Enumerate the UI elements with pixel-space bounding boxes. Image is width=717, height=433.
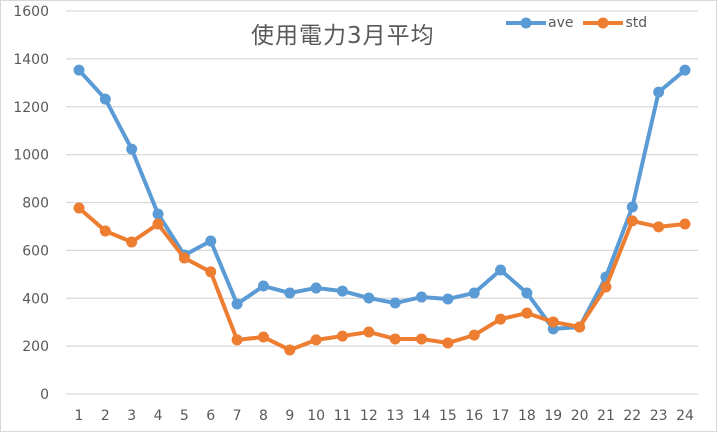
legend-label-std: std — [625, 15, 648, 31]
y-tick-label: 0 — [40, 387, 49, 403]
chart-legend: ave std — [506, 15, 647, 31]
y-tick-label: 1600 — [13, 4, 49, 20]
x-tick-label: 22 — [623, 408, 641, 424]
data-point-ave — [442, 293, 454, 305]
x-tick-label: 3 — [127, 408, 136, 424]
legend-label-ave: ave — [548, 15, 574, 31]
data-point-std — [626, 215, 638, 227]
data-point-std — [521, 307, 533, 319]
data-point-ave — [679, 64, 691, 76]
data-point-std — [468, 329, 480, 341]
data-point-std — [653, 221, 665, 233]
data-point-std — [600, 281, 612, 293]
data-point-std — [336, 330, 348, 342]
data-point-std — [310, 334, 322, 346]
data-point-std — [574, 321, 586, 333]
x-tick-label: 18 — [518, 408, 536, 424]
data-point-ave — [310, 282, 322, 294]
data-point-ave — [389, 297, 401, 309]
data-point-ave — [336, 285, 348, 297]
x-tick-label: 7 — [233, 408, 242, 424]
y-tick-label: 200 — [22, 339, 49, 355]
data-point-ave — [626, 201, 638, 213]
data-point-ave — [653, 86, 665, 98]
data-point-std — [442, 337, 454, 349]
legend-item-std: std — [583, 15, 647, 31]
x-tick-label: 15 — [439, 408, 457, 424]
x-tick-label: 11 — [334, 408, 352, 424]
y-tick-label: 400 — [22, 291, 49, 307]
data-point-std — [178, 252, 190, 264]
data-point-ave — [416, 291, 428, 303]
data-point-std — [679, 218, 691, 230]
y-tick-label: 1400 — [13, 52, 49, 68]
data-point-std — [231, 334, 243, 346]
x-tick-label: 1 — [75, 408, 84, 424]
data-point-ave — [152, 208, 164, 220]
data-point-ave — [468, 287, 480, 299]
x-tick-label: 13 — [386, 408, 404, 424]
legend-marker-ave-icon — [506, 17, 546, 29]
x-tick-label: 2 — [101, 408, 110, 424]
data-point-ave — [205, 235, 217, 247]
x-tick-label: 21 — [597, 408, 615, 424]
x-tick-label: 19 — [544, 408, 562, 424]
data-point-ave — [231, 298, 243, 310]
data-point-ave — [73, 64, 85, 76]
x-tick-label: 16 — [465, 408, 483, 424]
x-tick-label: 5 — [180, 408, 189, 424]
x-tick-label: 24 — [676, 408, 694, 424]
x-tick-label: 9 — [285, 408, 294, 424]
series-line-std — [77, 206, 687, 352]
x-tick-label: 17 — [492, 408, 510, 424]
data-point-std — [73, 202, 85, 214]
data-point-std — [389, 333, 401, 345]
x-tick-label: 6 — [206, 408, 215, 424]
x-tick-label: 8 — [259, 408, 268, 424]
data-point-std — [126, 236, 138, 248]
legend-item-ave: ave — [506, 15, 573, 31]
chart-title: 使用電力3月平均 — [251, 23, 435, 49]
x-tick-label: 10 — [307, 408, 325, 424]
data-point-ave — [284, 287, 296, 299]
legend-marker-std-icon — [583, 17, 624, 29]
data-point-ave — [99, 93, 111, 105]
data-point-ave — [257, 280, 269, 292]
data-point-std — [363, 326, 375, 338]
y-tick-label: 800 — [22, 196, 49, 212]
data-point-std — [547, 316, 559, 328]
data-point-ave — [126, 143, 138, 155]
data-point-std — [152, 218, 164, 230]
x-tick-label: 14 — [413, 408, 431, 424]
data-point-ave — [521, 287, 533, 299]
x-tick-label: 20 — [571, 408, 589, 424]
data-point-ave — [495, 264, 507, 276]
x-tick-label: 12 — [360, 408, 378, 424]
y-tick-label: 1200 — [13, 100, 49, 116]
data-point-std — [257, 331, 269, 343]
data-point-std — [416, 333, 428, 345]
data-point-ave — [363, 292, 375, 304]
x-tick-label: 23 — [650, 408, 668, 424]
y-tick-label: 1000 — [13, 148, 49, 164]
series-line-ave — [77, 68, 687, 331]
y-tick-label: 600 — [22, 243, 49, 259]
data-point-std — [284, 344, 296, 356]
x-tick-label: 4 — [154, 408, 163, 424]
data-point-std — [205, 266, 217, 278]
data-point-std — [495, 313, 507, 325]
data-point-std — [99, 225, 111, 237]
